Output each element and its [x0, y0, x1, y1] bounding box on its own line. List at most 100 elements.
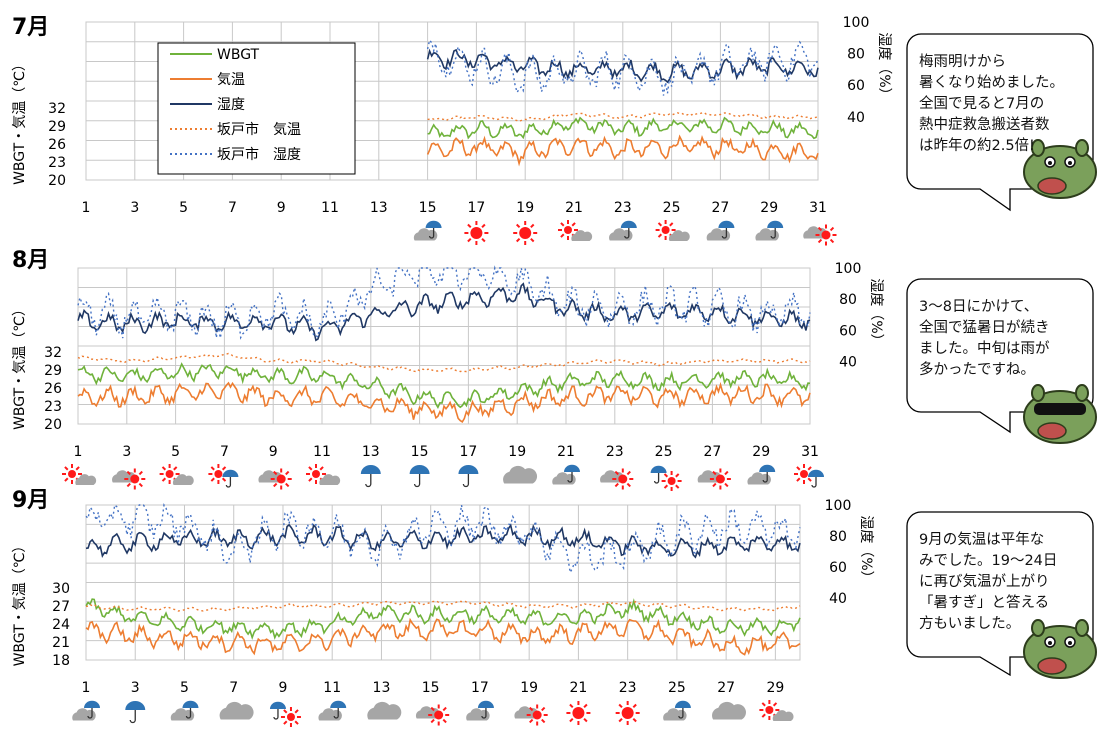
y-right-tick-label: 80: [829, 529, 847, 545]
x-tick-label: 1: [82, 680, 91, 696]
series-line-2: [426, 134, 819, 167]
x-tick-label: 17: [471, 680, 489, 696]
sun-ray: [657, 233, 663, 238]
cloud-shape: [319, 474, 341, 485]
cloud-sun-icon: [514, 704, 548, 726]
umbrella-handle: [225, 477, 232, 488]
umbrella-canopy: [808, 469, 824, 477]
sun-umbrella-icon: [794, 464, 824, 488]
sun-ray: [529, 706, 534, 712]
sun-ray: [294, 720, 299, 725]
umbrella-icon: [360, 465, 381, 488]
x-tick-label: 9: [269, 444, 278, 460]
x-tick-label: 21: [557, 444, 575, 460]
legend-box: [157, 42, 356, 175]
series-line-4: [77, 352, 811, 373]
cloud-shape: [75, 474, 97, 485]
umbrella-handle: [413, 474, 421, 488]
sun-icon: [566, 701, 591, 725]
umbrella-canopy: [222, 469, 239, 477]
month-title: 7月: [12, 15, 49, 40]
sun-ray: [817, 226, 823, 232]
y-left-tick-label: 32: [44, 345, 62, 361]
sun-cloud-icon: [306, 464, 341, 485]
x-tick-label: 1: [82, 200, 91, 216]
umbrella-canopy: [125, 701, 146, 710]
sun-ray: [126, 470, 131, 476]
sun-disc: [800, 470, 808, 478]
x-tick-label: 29: [760, 200, 778, 216]
sun-disc: [434, 710, 444, 720]
x-tick-label: 13: [362, 444, 380, 460]
umbrella-canopy: [182, 700, 199, 708]
sun-ray: [807, 466, 812, 471]
sun-ray: [663, 473, 669, 478]
x-tick-label: 31: [801, 444, 819, 460]
umbrella-canopy: [620, 220, 637, 228]
sun-disc: [68, 470, 76, 478]
cloud-shape: [219, 701, 254, 720]
sun-ray: [210, 466, 215, 471]
umbrella-handle: [87, 708, 93, 719]
mascot-pupil: [1048, 161, 1052, 165]
x-tick-label: 3: [130, 200, 139, 216]
x-tick-label: 3: [122, 444, 131, 460]
umbrella-cloud-icon: [755, 220, 784, 241]
sun-disc: [214, 470, 223, 478]
sun-disc: [276, 474, 286, 484]
x-tick-label: 1: [74, 444, 83, 460]
x-tick-label: 31: [809, 200, 827, 216]
sun-cloud-icon: [62, 464, 97, 485]
sun-icon: [513, 221, 538, 245]
umbrella-icon: [458, 465, 479, 488]
umbrella-handle: [762, 472, 768, 483]
sun-ray: [663, 484, 669, 489]
umbrella-canopy: [360, 465, 381, 474]
series-line-1: [427, 116, 819, 140]
series-line-4: [85, 600, 801, 612]
mascot-ear: [1075, 139, 1089, 157]
sun-ray: [481, 223, 486, 229]
hippo-mascot-icon: [1023, 619, 1097, 679]
x-tick-label: 7: [229, 680, 238, 696]
umbrella-handle: [811, 477, 817, 488]
sun-ray: [530, 237, 535, 243]
sun-ray: [64, 477, 69, 482]
umbrella-canopy: [650, 465, 667, 473]
sun-ray: [632, 703, 637, 709]
y-right-tick-label: 100: [825, 498, 852, 514]
umbrella-canopy: [409, 465, 430, 474]
x-tick-label: 23: [619, 680, 637, 696]
y-axis-title-left: WBGT・気温（℃）: [12, 539, 28, 667]
sun-ray: [138, 482, 143, 488]
sun-ray: [210, 477, 215, 482]
hippo-mascot-icon: [1023, 139, 1097, 199]
sun-disc: [667, 477, 676, 485]
comment-text: 3～8日にかけて、 全国で猛暑日が続き ました。中旬は雨が 多かったですね。: [919, 299, 1050, 378]
umbrella-canopy: [330, 700, 347, 708]
sun-disc: [532, 710, 542, 720]
sun-ray: [817, 238, 823, 244]
y-axis-title-right: 湿度（%）: [868, 278, 884, 347]
sun-ray: [614, 482, 619, 488]
umbrella-cloud-icon: [72, 700, 100, 721]
sun-cloud-icon: [655, 220, 690, 241]
sun-ray: [712, 482, 717, 488]
sun-ray: [173, 466, 178, 471]
sun-ray: [319, 466, 324, 471]
sun-ray: [618, 703, 623, 709]
x-tick-label: 21: [569, 680, 587, 696]
sun-disc: [519, 227, 532, 239]
sun-ray: [560, 233, 565, 238]
sun-ray: [583, 717, 588, 723]
umbrella-cloud-icon: [663, 700, 691, 721]
y-right-tick-label: 60: [839, 323, 857, 339]
y-right-tick-label: 40: [829, 591, 847, 607]
comment-text: 梅雨明けから 暑くなり始めました。 全国で見ると7月の 熱中症救急搬送者数 は昨…: [919, 54, 1064, 154]
series-line-2: [77, 381, 811, 424]
umbrella-cloud-icon: [413, 220, 442, 241]
x-tick-label: 5: [179, 200, 188, 216]
umbrella-canopy: [564, 464, 580, 472]
sun-ray: [724, 470, 729, 476]
